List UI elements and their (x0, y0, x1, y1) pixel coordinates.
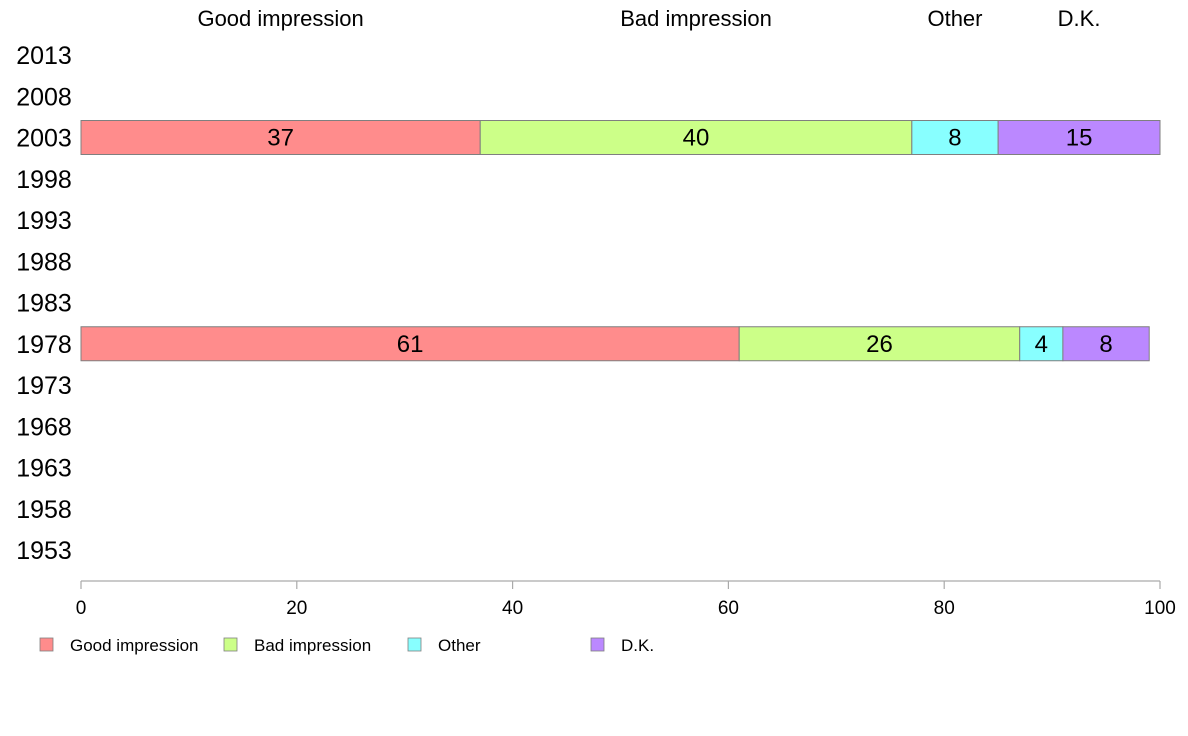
value-label-d-k-1978: 8 (1099, 331, 1112, 358)
bar-segment-bad-impression-2003 (479, 120, 913, 155)
bar-segment-other-1978 (1019, 326, 1064, 362)
legend-label-d-k: D.K. (621, 636, 654, 655)
year-label-1978: 1978 (16, 331, 72, 359)
legend-label-good-impression: Good impression (70, 636, 199, 655)
legend-swatch-bad-impression (223, 637, 238, 652)
year-label-1993: 1993 (16, 207, 72, 235)
legend-swatch-good-impression (39, 637, 54, 652)
value-label-good-impression-1978: 61 (397, 331, 424, 358)
year-label-1953: 1953 (16, 537, 72, 565)
year-label-1958: 1958 (16, 496, 72, 524)
year-label-1983: 1983 (16, 290, 72, 318)
x-tick-label-100: 100 (1144, 598, 1176, 619)
x-tick-label-60: 60 (718, 598, 739, 619)
bar-segment-good-impression-1978 (80, 326, 740, 362)
year-label-1988: 1988 (16, 248, 72, 276)
value-label-other-1978: 4 (1035, 331, 1048, 358)
value-label-bad-impression-1978: 26 (866, 331, 893, 358)
column-header-other: Other (927, 6, 982, 31)
year-label-1998: 1998 (16, 166, 72, 194)
legend-swatch-d-k (590, 637, 605, 652)
bars (80, 120, 1161, 362)
x-tick-label-20: 20 (286, 598, 307, 619)
column-header-d-k: D.K. (1058, 6, 1101, 31)
column-header-good-impression: Good impression (197, 6, 363, 31)
bar-segment-other-2003 (911, 120, 999, 155)
year-label-1963: 1963 (16, 455, 72, 483)
value-labels: 37 40 8 15 61 26 4 8 (267, 125, 1112, 358)
year-labels: 2013 2008 2003 1998 1993 1988 1983 1978 1973 1968… (16, 42, 72, 565)
x-axis: 0 20 40 60 80 100 (76, 580, 1176, 619)
year-label-2013: 2013 (16, 42, 72, 70)
legend: Good impression Bad impression Other D.K. (39, 636, 654, 655)
value-label-good-impression-2003: 37 (267, 125, 294, 152)
year-label-1968: 1968 (16, 413, 72, 441)
column-headers: Good impression Bad impression Other D.K. (197, 6, 1100, 31)
value-label-d-k-2003: 15 (1066, 125, 1093, 152)
legend-label-bad-impression: Bad impression (254, 636, 371, 655)
year-label-2008: 2008 (16, 83, 72, 111)
value-label-other-2003: 8 (948, 125, 961, 152)
x-tick-label-40: 40 (502, 598, 523, 619)
legend-label-other: Other (438, 636, 481, 655)
bar-segment-d-k-2003 (997, 120, 1161, 155)
year-label-2003: 2003 (16, 125, 72, 153)
bar-segment-bad-impression-1978 (738, 326, 1021, 362)
year-label-1973: 1973 (16, 372, 72, 400)
bar-segment-d-k-1978 (1062, 326, 1150, 362)
x-tick-label-80: 80 (934, 598, 955, 619)
x-tick-label-0: 0 (76, 598, 87, 619)
value-label-bad-impression-2003: 40 (683, 125, 710, 152)
column-header-bad-impression: Bad impression (620, 6, 772, 31)
bar-segment-good-impression-2003 (80, 120, 481, 155)
legend-swatch-other (407, 637, 422, 652)
